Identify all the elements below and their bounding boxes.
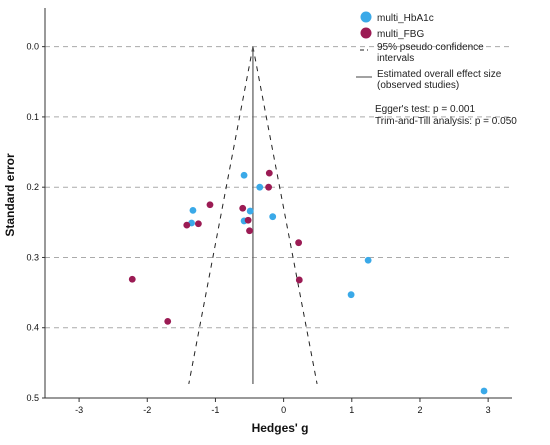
- x-tick-label: 3: [486, 405, 491, 415]
- gridlines: [45, 46, 512, 329]
- x-tick-label: -1: [211, 405, 219, 415]
- data-point: [239, 204, 247, 212]
- data-point: [164, 318, 172, 325]
- data-point: [246, 207, 254, 215]
- x-tick-label: 2: [417, 405, 422, 415]
- data-point: [295, 276, 303, 284]
- legend-label: (observed studies): [377, 80, 459, 91]
- data-point: [364, 256, 372, 264]
- ci-line-left: [188, 46, 254, 385]
- data-point: [183, 221, 191, 229]
- x-tick-label: -2: [143, 405, 151, 415]
- y-tick-label: 0.1: [26, 112, 39, 122]
- legend-label: multi_FBG: [377, 29, 424, 40]
- data-point: [246, 227, 253, 235]
- data-point: [189, 206, 197, 214]
- data-point: [128, 275, 136, 283]
- trim-fill-text: Trim-and-Till analysis: p = 0.050: [375, 116, 517, 127]
- data-point: [240, 171, 248, 179]
- y-tick-label: 0.0: [26, 42, 39, 52]
- x-tick-label: -3: [75, 405, 83, 415]
- data-point: [256, 183, 264, 191]
- legend-label: Estimated overall effect size: [377, 69, 502, 80]
- y-tick-label: 0.3: [26, 252, 39, 262]
- funnel-lines: [188, 46, 318, 385]
- x-axis-title: Hedges' g: [252, 421, 309, 435]
- legend-label: 95% pseudo confidence: [377, 42, 484, 53]
- y-tick-label: 0.5: [26, 393, 39, 403]
- legend-label: multi_HbA1c: [377, 13, 434, 24]
- data-point: [194, 220, 202, 228]
- ci-line-right: [252, 46, 318, 385]
- y-tick-label: 0.4: [26, 323, 39, 333]
- y-axis-title: Standard error: [3, 153, 17, 237]
- legend: multi_HbA1c multi_FBG 95% pseudo confidenc…: [356, 11, 502, 91]
- y-tick-label: 0.2: [26, 182, 39, 192]
- axes: 0.0 0.1 0.2 0.3 0.4 0.5 -3 -2 -1 0 1 2 3: [26, 8, 512, 415]
- x-tick-label: 0: [281, 405, 286, 415]
- data-point: [480, 387, 488, 395]
- legend-marker: [360, 11, 372, 23]
- legend-label: intervals: [377, 53, 414, 64]
- data-point: [347, 291, 355, 299]
- data-points: [128, 169, 488, 395]
- data-point: [206, 201, 214, 209]
- data-point: [269, 213, 277, 221]
- data-point: [265, 169, 273, 177]
- legend-marker: [360, 27, 372, 39]
- data-point: [244, 216, 252, 224]
- x-tick-label: 1: [349, 405, 354, 415]
- data-point: [295, 239, 303, 247]
- data-point: [265, 183, 273, 191]
- eggers-test-text: Egger's test: p = 0.001: [375, 104, 475, 115]
